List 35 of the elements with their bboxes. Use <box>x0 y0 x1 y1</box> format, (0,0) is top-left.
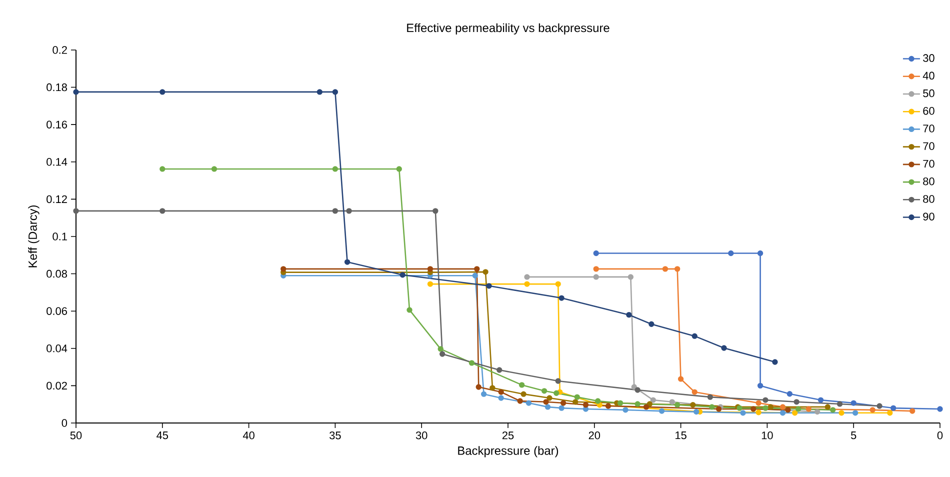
y-tick-label: 0 <box>62 419 68 427</box>
y-tick-label: 0.2 <box>52 46 67 54</box>
legend-label: 30 <box>923 54 934 62</box>
legend-label: 90 <box>923 212 934 220</box>
legend-label: 40 <box>922 72 934 80</box>
y-tick-label: 0.16 <box>46 120 67 128</box>
chart-title: Effective permeability vs backpressure <box>407 23 610 34</box>
legend-label: 60 <box>923 107 934 115</box>
y-tick-label: 0.1 <box>52 232 67 240</box>
legend-label: 80 <box>923 177 934 186</box>
x-tick-label: 0 <box>937 432 943 440</box>
y-tick-label: 0.12 <box>46 195 67 204</box>
x-tick-label: 40 <box>242 432 254 440</box>
y-axis-title: Keff (Darcy) <box>28 205 40 268</box>
y-tick-label: 0.14 <box>46 158 68 166</box>
x-tick-label: 45 <box>156 432 168 440</box>
x-tick-label: 10 <box>762 432 773 440</box>
legend-label: 50 <box>923 89 934 98</box>
x-tick-label: 25 <box>502 432 514 440</box>
y-tick-label: 0.06 <box>46 307 67 315</box>
x-tick-label: 5 <box>850 432 856 440</box>
legend-label: 70 <box>923 160 934 168</box>
x-tick-label: 20 <box>588 432 600 440</box>
legend-label: 70 <box>923 142 934 150</box>
x-tick-label: 15 <box>676 432 686 440</box>
y-tick-label: 0.08 <box>46 270 67 278</box>
x-tick-label: 35 <box>330 432 341 440</box>
legend-label: 80 <box>923 195 934 203</box>
legend-label: 70 <box>923 124 934 132</box>
y-tick-label: 0.02 <box>46 382 67 390</box>
x-tick-label: 30 <box>416 432 428 440</box>
y-tick-label: 0.04 <box>46 344 68 352</box>
x-axis-title: Backpressure (bar) <box>458 446 558 458</box>
y-tick-label: 0.18 <box>46 83 67 92</box>
x-tick-label: 50 <box>70 432 82 440</box>
